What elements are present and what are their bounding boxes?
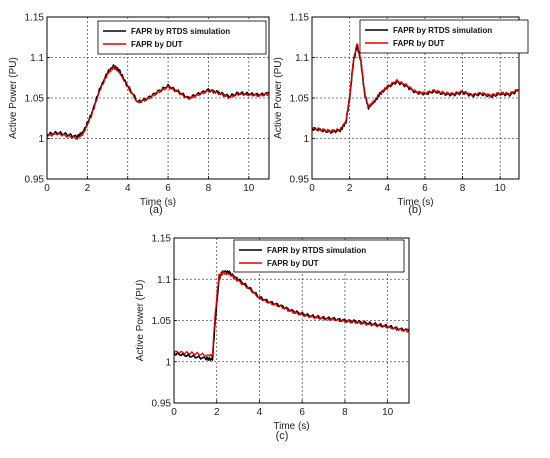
y-tick-label: 1.05 bbox=[25, 94, 45, 105]
legend-label: FAPR by DUT bbox=[267, 259, 319, 268]
x-axis-label: Time (s) bbox=[140, 197, 176, 208]
chart-1: 0 2 4 6 8 10 0.95 1 1.05 1.1 1.15 Time (s) Active Po… bbox=[8, 13, 270, 216]
series-line-dut bbox=[46, 65, 270, 140]
legend: FAPR by RTDS simulation FAPR by DUT bbox=[233, 239, 405, 273]
x-tick-label: 6 bbox=[299, 407, 305, 418]
x-tick-label: 0 bbox=[309, 183, 315, 194]
chart-caption: (a) bbox=[149, 204, 162, 216]
legend-label: FAPR by RTDS simulation bbox=[393, 26, 492, 35]
legend: FAPR by RTDS simulation FAPR by DUT bbox=[359, 19, 529, 54]
x-tick-label: 8 bbox=[342, 407, 348, 418]
y-tick-label: 1.15 bbox=[290, 13, 310, 24]
x-tick-label: 6 bbox=[422, 183, 428, 194]
legend-label: FAPR by DUT bbox=[393, 39, 445, 48]
y-tick-label: 0.95 bbox=[152, 399, 172, 410]
x-tick-label: 6 bbox=[165, 183, 171, 194]
y-tick-label: 0.95 bbox=[290, 175, 310, 186]
y-tick-label: 1.05 bbox=[152, 316, 172, 327]
x-tick-label: 10 bbox=[382, 407, 394, 418]
x-tick-label: 8 bbox=[206, 183, 212, 194]
legend-box bbox=[233, 239, 405, 273]
chart-caption: (c) bbox=[276, 430, 289, 442]
x-tick-label: 4 bbox=[257, 407, 263, 418]
x-tick-label: 10 bbox=[495, 183, 507, 194]
y-tick-label: 1.1 bbox=[30, 53, 44, 64]
x-tick-label: 2 bbox=[214, 407, 220, 418]
chart-caption: (b) bbox=[408, 204, 421, 216]
y-tick-label: 1 bbox=[303, 134, 309, 145]
series-line-dut bbox=[311, 43, 520, 133]
y-axis-label: Active Power (PU) bbox=[135, 280, 146, 362]
y-axis-label: Active Power (PU) bbox=[8, 57, 19, 139]
legend-label: FAPR by DUT bbox=[131, 40, 183, 49]
y-tick-label: 1.1 bbox=[295, 53, 309, 64]
x-tick-label: 2 bbox=[347, 183, 353, 194]
y-tick-label: 1.15 bbox=[152, 234, 172, 245]
y-tick-label: 1 bbox=[38, 134, 44, 145]
chart-3: 0 2 4 6 8 10 0.95 1 1.05 1.1 1.15 Time (s) Active Po… bbox=[135, 234, 410, 442]
x-tick-label: 4 bbox=[384, 183, 390, 194]
legend-box bbox=[359, 19, 529, 54]
x-tick-label: 8 bbox=[460, 183, 466, 194]
x-axis-label: Time (s) bbox=[397, 197, 433, 208]
x-tick-label: 4 bbox=[125, 183, 131, 194]
x-axis-label: Time (s) bbox=[273, 421, 309, 432]
legend-label: FAPR by RTDS simulation bbox=[267, 246, 366, 255]
legend-label: FAPR by RTDS simulation bbox=[131, 27, 230, 36]
x-tick-label: 0 bbox=[44, 183, 50, 194]
y-axis-label: Active Power (PU) bbox=[273, 57, 284, 139]
chart-2: 0 2 4 6 8 10 0.95 1 1.05 1.1 1.15 Time (s) Active Po… bbox=[273, 13, 529, 216]
legend: FAPR by RTDS simulation FAPR by DUT bbox=[97, 20, 267, 55]
x-tick-label: 10 bbox=[243, 183, 255, 194]
y-tick-label: 0.95 bbox=[25, 175, 45, 186]
y-tick-label: 1.05 bbox=[290, 94, 310, 105]
series-line-dut bbox=[173, 270, 410, 357]
y-tick-label: 1.1 bbox=[157, 275, 171, 286]
legend-box bbox=[97, 20, 267, 55]
x-tick-label: 0 bbox=[171, 407, 177, 418]
x-tick-label: 2 bbox=[85, 183, 91, 194]
y-tick-label: 1 bbox=[165, 357, 171, 368]
y-tick-label: 1.15 bbox=[25, 13, 45, 24]
